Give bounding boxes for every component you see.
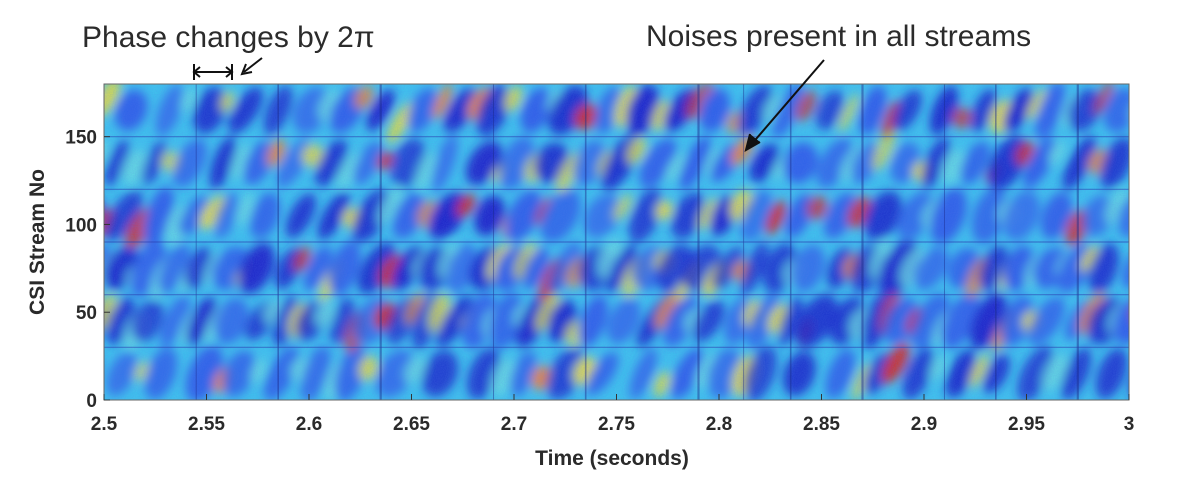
heatmap-cell-116 xyxy=(1128,291,1160,329)
x-tick-label-10: 3 xyxy=(1124,414,1135,435)
x-tick-label-7: 2.85 xyxy=(803,414,840,435)
x-axis: 2.5 2.55 2.6 2.65 2.7 2.75 2.8 2.85 2.9 2.95 3 xyxy=(91,394,1135,435)
heatmap-cell-46 xyxy=(1153,364,1179,395)
noise-pointer-arrow xyxy=(749,59,825,147)
annotation-phase-change: Phase changes by 2π xyxy=(82,21,375,80)
heatmap-cell-0 xyxy=(60,346,107,402)
x-tick-label-0: 2.5 xyxy=(91,414,118,435)
heatmap-cell-355 xyxy=(1129,81,1179,139)
heatmap-cell-189 xyxy=(1139,242,1179,295)
y-tick-label-2: 100 xyxy=(65,215,97,236)
x-tick-label-5: 2.75 xyxy=(598,414,635,435)
x-tick-label-9: 2.95 xyxy=(1008,414,1045,435)
heatmap-cell-354 xyxy=(1127,97,1151,126)
heatmap-cell-118 xyxy=(1161,311,1179,339)
annotation-noise: Noises present in all streams xyxy=(646,20,1031,153)
heatmap-cell-188 xyxy=(1138,245,1161,273)
y-tick-label-3: 150 xyxy=(65,128,97,149)
heatmap-cell-242 xyxy=(1136,186,1168,234)
heatmap-cell-300 xyxy=(1160,146,1179,181)
phase-pointer-arrowhead xyxy=(240,63,253,76)
annotation-phase-text: Phase changes by 2π xyxy=(82,21,375,54)
plot-area xyxy=(44,81,1179,406)
y-axis: 0 50 100 150 xyxy=(65,128,110,412)
heatmap-cell-356 xyxy=(1160,98,1179,129)
phase-pointer-arrow xyxy=(243,57,263,73)
x-tick-label-8: 2.9 xyxy=(911,414,937,435)
x-axis-title: Time (seconds) xyxy=(535,447,689,470)
y-tick-label-0: 0 xyxy=(86,391,97,412)
x-tick-label-3: 2.65 xyxy=(393,414,430,435)
noise-pointer-arrowhead xyxy=(744,133,761,153)
x-tick-label-2: 2.6 xyxy=(296,414,322,435)
x-tick-label-1: 2.55 xyxy=(188,414,225,435)
x-tick-label-4: 2.7 xyxy=(501,414,527,435)
y-tick-label-1: 50 xyxy=(76,303,97,324)
stream-group-boundaries xyxy=(104,136,1129,348)
heatmap-cell-299 xyxy=(1130,132,1179,195)
y-axis-title: CSI Stream No xyxy=(26,169,49,315)
heatmap-cell-119 xyxy=(44,239,89,298)
heatmap-cell-117 xyxy=(1132,292,1179,350)
heatmap-cell-190 xyxy=(1161,263,1179,294)
annotation-noise-text: Noises present in all streams xyxy=(646,20,1031,53)
heatmap-cell-45 xyxy=(1123,342,1170,406)
x-tick-label-6: 2.8 xyxy=(706,414,732,435)
